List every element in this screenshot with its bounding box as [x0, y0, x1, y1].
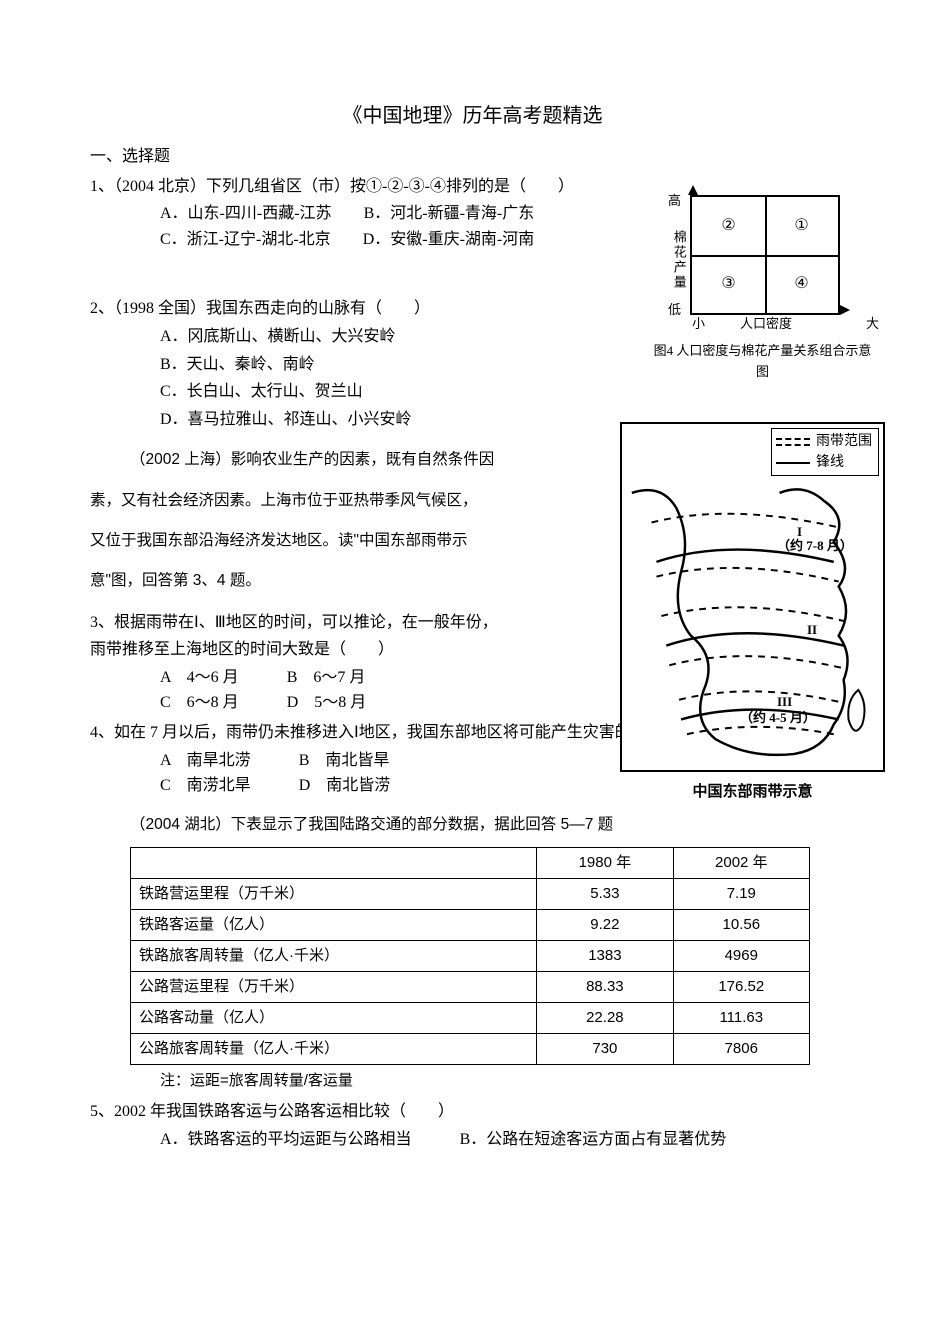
- passage-line3: 又位于我国东部沿海经济发达地区。读"中国东部雨带示: [90, 521, 620, 561]
- q1-optC: C．浙江-辽宁-湖北-北京: [160, 231, 331, 248]
- table-cell: 22.28: [537, 1003, 673, 1034]
- fig1-caption: 图4 人口密度与棉花产量关系组合示意图: [650, 341, 875, 383]
- table-cell: 88.33: [537, 972, 673, 1003]
- table-header: [131, 848, 537, 879]
- section-header: 一、选择题: [90, 144, 855, 170]
- table-cell: 9.22: [537, 910, 673, 941]
- table-row: 铁路营运里程（万千米）5.337.19: [131, 879, 810, 910]
- table-header: 2002 年: [673, 848, 809, 879]
- table-row: 公路客动量（亿人）22.28111.63: [131, 1003, 810, 1034]
- q5-optA: A．铁路客运的平均运距与公路相当: [160, 1131, 412, 1148]
- table-cell: 730: [537, 1034, 673, 1065]
- q2-optB: B．天山、秦岭、南岭: [160, 352, 580, 378]
- fig1-xlabel: 人口密度: [740, 314, 792, 335]
- q3-optD: D 5～8 月: [287, 694, 367, 711]
- transport-table: 1980 年2002 年 铁路营运里程（万千米）5.337.19铁路客运量（亿人…: [130, 847, 810, 1065]
- passage-line2: 素，又有社会经济因素。上海市位于亚热带季风气候区，: [90, 481, 620, 521]
- fig1-ybot: 低: [668, 300, 681, 321]
- table-cell: 7806: [673, 1034, 809, 1065]
- fig2-frame: 雨带范围 锋线 I （约 7-8 月） II III （约 4-5 月）: [620, 422, 885, 772]
- fig1-ylabel: 棉花产量: [668, 230, 689, 290]
- table-cell: 公路营运里程（万千米）: [131, 972, 537, 1003]
- table-row: 铁路客运量（亿人）9.2210.56: [131, 910, 810, 941]
- question-3: 3、根据雨带在Ⅰ、Ⅲ地区的时间，可以推论，在一般年份， 雨带推移至上海地区的时间…: [90, 610, 580, 716]
- figure-1: 高 棉花产量 低 ② ① ③ ④ 小 人口密度 大 图4 人口密度与棉花产量关系…: [650, 195, 875, 383]
- passage-2004hb: （2004 湖北）下表显示了我国陆路交通的部分数据，据此回答 5—7 题: [130, 813, 855, 838]
- question-5: 5、2002 年我国铁路客运与公路客运相比较（ ） A．铁路客运的平均运距与公路…: [90, 1099, 855, 1152]
- q4-optC: C 南涝北旱: [160, 777, 251, 794]
- q3-optA: A 4～6 月: [160, 669, 239, 686]
- table-cell: 铁路营运里程（万千米）: [131, 879, 537, 910]
- fig1-arrow-right: [840, 305, 850, 315]
- q4-optD: D 南北皆涝: [299, 777, 391, 794]
- table-cell: 7.19: [673, 879, 809, 910]
- passage-line4: 意"图，回答第 3、4 题。: [90, 561, 620, 601]
- table-cell: 铁路旅客周转量（亿人·千米）: [131, 941, 537, 972]
- q2-optC: C．长白山、太行山、贺兰山: [160, 379, 580, 405]
- table-cell: 111.63: [673, 1003, 809, 1034]
- fig2-lbl-bot: （约 4-5 月）: [740, 708, 816, 729]
- passage-line1: （2002 上海）影响农业生产的因素，既有自然条件因: [130, 440, 620, 480]
- passage-2002sh: （2002 上海）影响农业生产的因素，既有自然条件因 素，又有社会经济因素。上海…: [130, 440, 620, 601]
- question-2: 2、（1998 全国）我国东西走向的山脉有（ ） A．冈底斯山、横断山、大兴安岭…: [90, 296, 580, 432]
- table-cell: 176.52: [673, 972, 809, 1003]
- fig2-lbl-top: （约 7-8 月）: [777, 536, 853, 557]
- table-row: 公路旅客周转量（亿人·千米）7307806: [131, 1034, 810, 1065]
- table-cell: 公路旅客周转量（亿人·千米）: [131, 1034, 537, 1065]
- table-cell: 铁路客运量（亿人）: [131, 910, 537, 941]
- table-cell: 公路客动量（亿人）: [131, 1003, 537, 1034]
- table-cell: 5.33: [537, 879, 673, 910]
- figure-2: 雨带范围 锋线 I （约 7-8 月） II III （约 4-5 月） 中国东…: [620, 422, 885, 804]
- table-row: 公路营运里程（万千米）88.33176.52: [131, 972, 810, 1003]
- q4-optA: A 南旱北涝: [160, 752, 251, 769]
- q1-optD: D．安徽-重庆-湖南-河南: [363, 231, 535, 248]
- fig1-xleft: 小: [692, 314, 705, 335]
- q2-stem: 2、（1998 全国）我国东西走向的山脉有（ ）: [90, 296, 580, 322]
- q3-stem2: 雨带推移至上海地区的时间大致是（ ）: [90, 637, 580, 663]
- fig1-cell4: ④: [765, 255, 838, 313]
- fig1-arrow-up: [688, 185, 698, 195]
- q4-optB: B 南北皆旱: [299, 752, 390, 769]
- q3-optC: C 6～8 月: [160, 694, 239, 711]
- q5-stem: 5、2002 年我国铁路客运与公路客运相比较（ ）: [90, 1099, 855, 1125]
- fig1-cell2: ②: [692, 197, 765, 255]
- table-cell: 1383: [537, 941, 673, 972]
- fig1-grid: ② ① ③ ④: [690, 195, 840, 315]
- fig2-lbl-II: II: [807, 620, 817, 641]
- q2-optD: D．喜马拉雅山、祁连山、小兴安岭: [160, 407, 580, 433]
- q1-optB: B．河北-新疆-青海-广东: [364, 205, 535, 222]
- table-header: 1980 年: [537, 848, 673, 879]
- fig1-cell1: ①: [765, 197, 838, 255]
- q5-optB: B．公路在短途客运方面占有显著优势: [460, 1131, 727, 1148]
- fig1-cell3: ③: [692, 255, 765, 313]
- table-note: 注：运距=旅客周转量/客运量: [160, 1069, 855, 1093]
- q3-optB: B 6～7 月: [287, 669, 366, 686]
- page-title: 《中国地理》历年高考题精选: [90, 100, 855, 132]
- table-cell: 10.56: [673, 910, 809, 941]
- q2-optA: A．冈底斯山、横断山、大兴安岭: [160, 324, 580, 350]
- table-cell: 4969: [673, 941, 809, 972]
- q1-optA: A．山东-四川-西藏-江苏: [160, 205, 332, 222]
- fig1-xright: 大: [866, 314, 879, 335]
- q3-stem1: 3、根据雨带在Ⅰ、Ⅲ地区的时间，可以推论，在一般年份，: [90, 610, 580, 636]
- table-row: 铁路旅客周转量（亿人·千米）13834969: [131, 941, 810, 972]
- fig2-caption: 中国东部雨带示意: [620, 780, 885, 804]
- fig1-ytop: 高: [668, 191, 681, 212]
